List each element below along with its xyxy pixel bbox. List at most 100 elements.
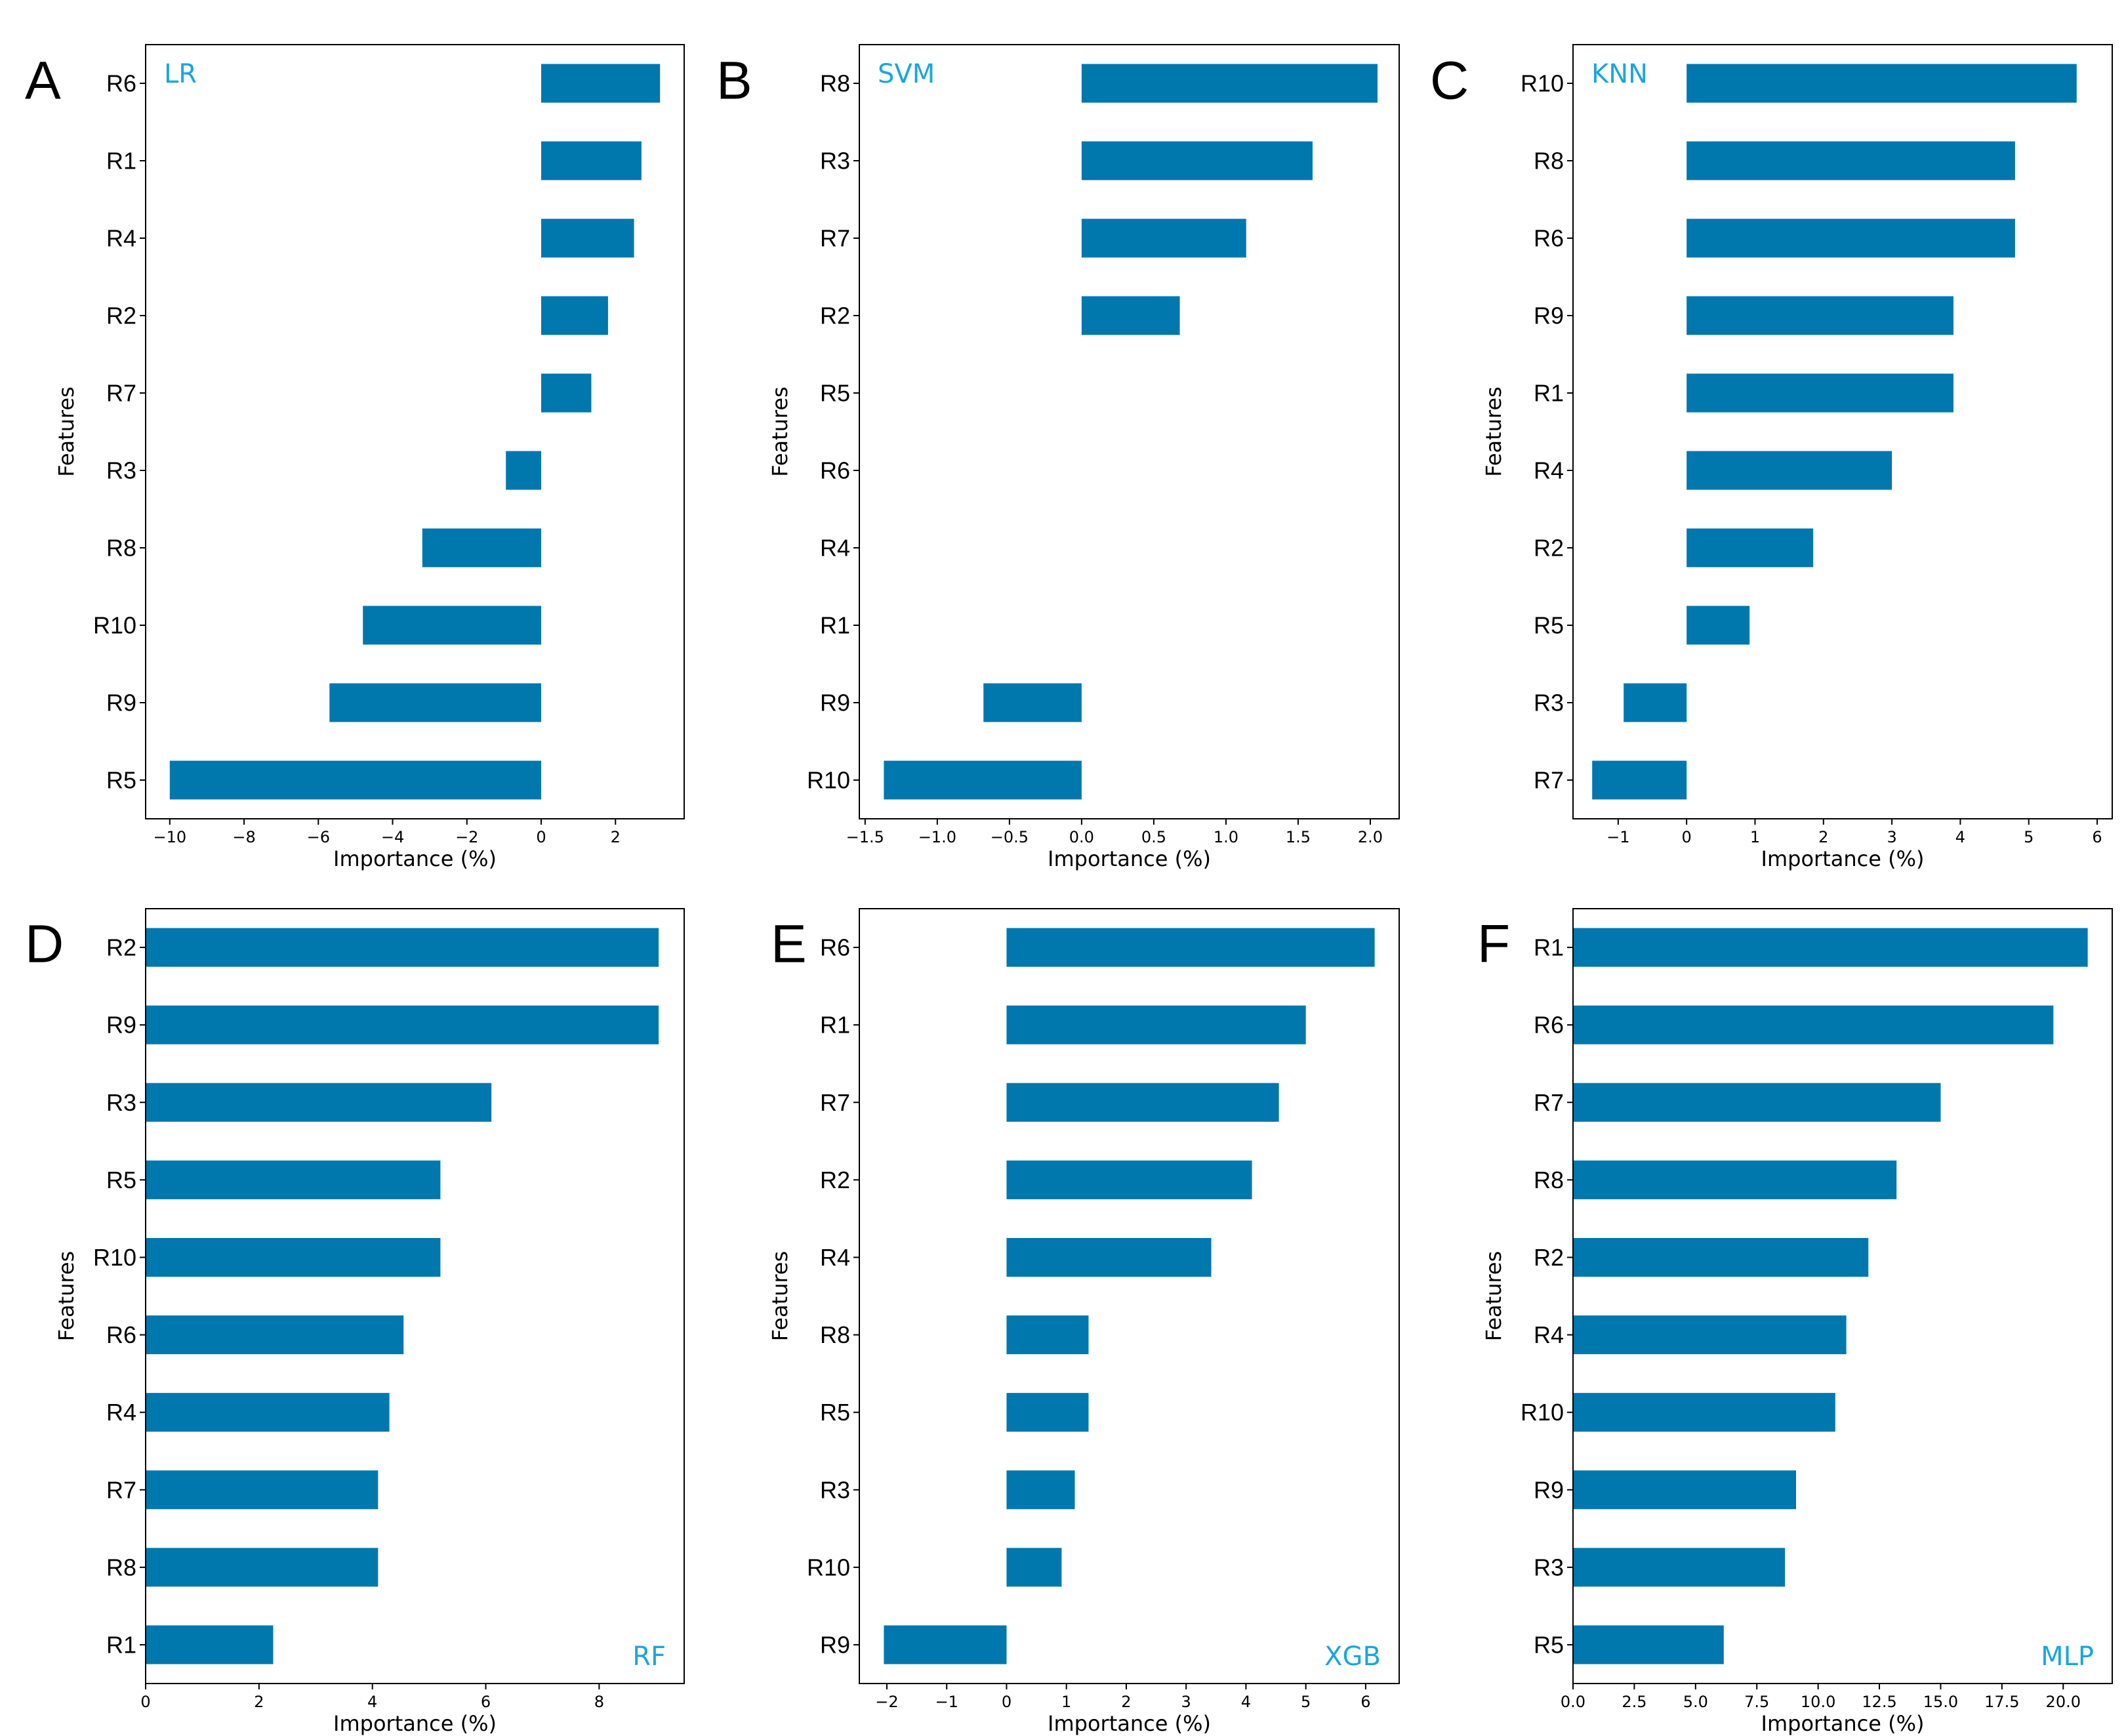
bar-c-r2 bbox=[1686, 528, 1814, 568]
x-tick-label: 1 bbox=[1750, 828, 1760, 846]
x-tick-label: 1 bbox=[1061, 1693, 1071, 1711]
bar-e-r10 bbox=[1006, 1548, 1062, 1587]
y-axis-title: Features bbox=[1481, 386, 1506, 477]
bar-f-r1 bbox=[1573, 928, 2088, 967]
category-label: R10 bbox=[807, 767, 850, 794]
bar-d-r1 bbox=[146, 1625, 274, 1664]
category-label: R5 bbox=[820, 1399, 850, 1426]
bar-a-r4 bbox=[541, 218, 634, 258]
x-tick-label: 2 bbox=[254, 1693, 264, 1711]
category-label: R4 bbox=[1534, 457, 1564, 484]
bar-f-r10 bbox=[1573, 1393, 1835, 1432]
bar-e-r8 bbox=[1006, 1315, 1089, 1355]
panel-b: R8 R3 R7 R2 R5 R6 R4 R1 R9 R10 −1.5 −1.0 −0.5 0.0 0.5 1… bbox=[716, 44, 1400, 871]
category-label: R7 bbox=[106, 380, 136, 407]
x-tick-label: 8 bbox=[594, 1693, 604, 1711]
bar-b-r2 bbox=[1081, 296, 1180, 335]
bar-a-r10 bbox=[363, 606, 542, 645]
category-label: R9 bbox=[1534, 302, 1564, 329]
x-tick-label: −1.0 bbox=[918, 828, 956, 846]
x-tick-label: 15.0 bbox=[1923, 1693, 1958, 1711]
category-label: R9 bbox=[820, 1631, 850, 1658]
category-label: R2 bbox=[1534, 1244, 1564, 1271]
model-label: KNN bbox=[1591, 59, 1648, 89]
x-tick-label: 7.5 bbox=[1744, 1693, 1769, 1711]
panel-letter: B bbox=[716, 51, 752, 110]
bar-d-r9 bbox=[146, 1005, 659, 1044]
category-label: R5 bbox=[106, 1167, 136, 1193]
bar-f-r8 bbox=[1573, 1160, 1897, 1199]
model-label: MLP bbox=[2041, 1642, 2094, 1672]
bar-d-r2 bbox=[146, 928, 659, 967]
x-tick-label: 4 bbox=[367, 1693, 377, 1711]
x-tick-label: 20.0 bbox=[2046, 1693, 2081, 1711]
category-label: R9 bbox=[1534, 1476, 1564, 1503]
model-label: XGB bbox=[1324, 1642, 1381, 1672]
x-tick-label: 17.5 bbox=[1984, 1693, 2019, 1711]
y-axis-title: Features bbox=[767, 386, 792, 477]
panel-letter: E bbox=[771, 914, 807, 974]
bar-c-r8 bbox=[1686, 141, 2015, 180]
category-label: R2 bbox=[820, 1167, 850, 1193]
bar-e-r4 bbox=[1006, 1237, 1212, 1277]
x-tick-label: −1 bbox=[935, 1693, 958, 1711]
x-tick-label: 0 bbox=[1002, 1693, 1012, 1711]
bar-e-r5 bbox=[1006, 1393, 1089, 1432]
x-axis-title: Importance (%) bbox=[333, 1711, 497, 1736]
bar-f-r5 bbox=[1573, 1625, 1724, 1664]
bar-e-r7 bbox=[1006, 1083, 1279, 1122]
bar-c-r1 bbox=[1686, 373, 1953, 413]
plot-frame bbox=[859, 908, 1400, 1684]
bar-b-r3 bbox=[1081, 141, 1313, 180]
category-label: R1 bbox=[820, 1012, 850, 1039]
x-tick-label: 2.5 bbox=[1622, 1693, 1646, 1711]
x-tick-label: 1.0 bbox=[1214, 828, 1238, 846]
x-tick-label: 2 bbox=[1818, 828, 1828, 846]
bar-b-r10 bbox=[884, 760, 1082, 800]
panel-letter: A bbox=[25, 51, 61, 110]
category-label: R4 bbox=[106, 1399, 136, 1426]
category-label: R7 bbox=[820, 1089, 850, 1116]
category-label: R1 bbox=[1534, 380, 1564, 407]
category-label: R10 bbox=[1521, 1399, 1564, 1426]
bar-a-r3 bbox=[506, 451, 542, 490]
bar-e-r6 bbox=[1006, 928, 1375, 967]
plot-frame bbox=[145, 908, 685, 1684]
x-tick-label: 3 bbox=[1887, 828, 1896, 846]
x-tick-label: −1.5 bbox=[846, 828, 884, 846]
x-tick-label: −0.5 bbox=[991, 828, 1029, 846]
bar-f-r3 bbox=[1573, 1548, 1786, 1587]
x-tick-label: −6 bbox=[307, 828, 330, 846]
category-label: R6 bbox=[1534, 1012, 1564, 1039]
category-label: R10 bbox=[93, 612, 136, 639]
y-axis-title: Features bbox=[54, 386, 79, 477]
bar-b-r9 bbox=[983, 683, 1082, 722]
x-tick-label: 5 bbox=[1301, 1693, 1311, 1711]
category-label: R6 bbox=[1534, 225, 1564, 252]
category-label: R6 bbox=[820, 934, 850, 961]
bar-f-r9 bbox=[1573, 1470, 1797, 1510]
category-label: R8 bbox=[106, 535, 136, 562]
x-tick-label: 5 bbox=[2024, 828, 2034, 846]
model-label: SVM bbox=[878, 59, 935, 89]
x-tick-label: −8 bbox=[232, 828, 255, 846]
plot-frame bbox=[1572, 44, 2113, 819]
category-label: R5 bbox=[1534, 1631, 1564, 1658]
bar-d-r3 bbox=[146, 1083, 492, 1122]
category-label: R6 bbox=[106, 70, 136, 97]
category-label: R10 bbox=[93, 1244, 136, 1271]
category-label: R5 bbox=[106, 767, 136, 794]
x-tick-label: −2 bbox=[875, 1693, 898, 1711]
category-label: R2 bbox=[1534, 535, 1564, 562]
x-tick-label: 6 bbox=[2092, 828, 2102, 846]
panel-c: R10 R8 R6 R9 R1 R4 R2 R5 R3 R7 −1 0 1 2 3 4 5 6 Importance… bbox=[1430, 44, 2113, 871]
category-label: R5 bbox=[1534, 612, 1564, 639]
x-axis-title: Importance (%) bbox=[1761, 1711, 1925, 1736]
bar-c-r6 bbox=[1686, 218, 2015, 258]
category-label: R8 bbox=[106, 1554, 136, 1581]
category-label: R1 bbox=[106, 1631, 136, 1658]
category-label: R10 bbox=[1521, 70, 1564, 97]
category-label: R4 bbox=[820, 1244, 850, 1271]
category-label: R2 bbox=[820, 302, 850, 329]
